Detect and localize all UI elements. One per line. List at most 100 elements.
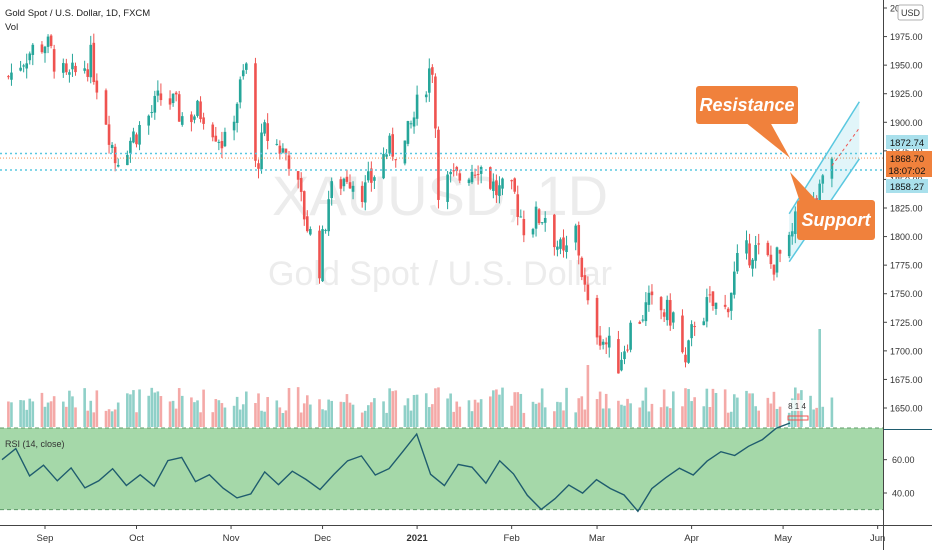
candle-body: [254, 63, 257, 161]
volume-bar: [647, 411, 651, 427]
rsi-line: [1, 422, 791, 513]
candle-body: [510, 180, 513, 182]
volume-bar: [455, 401, 459, 427]
candle-body: [580, 257, 584, 278]
candle-body: [360, 185, 364, 202]
price-tick-label: 1675.00: [890, 375, 923, 385]
volume-bar: [406, 398, 410, 427]
candle-body: [726, 308, 730, 313]
volume-bar: [260, 410, 263, 427]
candle-body: [531, 229, 535, 235]
candle-body: [409, 123, 413, 125]
volume-bar: [446, 398, 449, 427]
volume-bar: [302, 403, 306, 427]
candle-body: [171, 93, 175, 104]
candle-body: [367, 171, 370, 181]
candle-body: [412, 117, 416, 127]
volume-bar: [89, 400, 93, 427]
volume-bar: [254, 403, 257, 427]
volume-bar: [510, 405, 513, 427]
candle-body: [757, 243, 760, 245]
candle-body: [668, 300, 672, 326]
watermark-symbol: XAUUSD, 1D: [272, 164, 608, 227]
candle-body: [278, 145, 282, 154]
volume-bar: [522, 412, 526, 427]
volume-bar: [690, 401, 693, 427]
candle-body: [607, 335, 611, 348]
candle-body: [71, 62, 74, 70]
volume-bar: [180, 395, 184, 427]
volume-bar: [220, 403, 224, 427]
volume-bar: [708, 406, 712, 427]
candle-body: [559, 239, 562, 249]
volume-bar: [138, 389, 141, 427]
volume-bar: [92, 412, 96, 427]
candle-body: [681, 315, 684, 353]
candle-body: [7, 76, 10, 78]
volume-bar: [126, 393, 129, 427]
candle-body: [107, 124, 111, 145]
time-tick-label: Jun: [870, 533, 885, 544]
volume-bar: [553, 411, 556, 427]
candle-body: [794, 211, 797, 234]
volume-bar: [49, 401, 53, 427]
volume-bar: [607, 408, 611, 427]
candle-body: [745, 240, 748, 254]
candle-body: [492, 181, 495, 191]
volume-bar: [662, 389, 666, 427]
volume-bar: [723, 389, 727, 427]
volume-bar: [476, 402, 480, 427]
candle-body: [458, 173, 462, 181]
currency-badge[interactable]: USD: [897, 4, 924, 21]
volume-bar: [733, 394, 736, 427]
candle-body: [455, 167, 459, 171]
volume-bar: [190, 397, 193, 427]
candle-body: [403, 140, 407, 164]
volume-bar: [531, 401, 535, 427]
candle-body: [736, 253, 739, 272]
volume-bar: [168, 401, 172, 427]
candle-body: [629, 322, 632, 350]
volume-bar: [424, 393, 428, 427]
volume-bar: [382, 401, 385, 427]
candle-body: [68, 72, 71, 75]
volume-bar: [437, 387, 440, 427]
volume-bar: [473, 399, 477, 427]
volume-bar: [668, 408, 672, 427]
candle-body: [110, 144, 114, 148]
volume-bar: [367, 405, 370, 427]
candle-body: [830, 158, 834, 179]
volume-bar: [415, 394, 419, 427]
volume-bar: [238, 409, 242, 427]
candle-body: [40, 44, 44, 53]
volume-bar: [705, 388, 709, 427]
volume-bar: [434, 388, 437, 427]
candle-body: [553, 214, 556, 248]
candle-body: [83, 68, 86, 71]
candle-body: [644, 302, 648, 322]
candle-body: [89, 44, 93, 78]
volume-bar: [7, 401, 10, 427]
rsi-label: RSI (14, close): [5, 439, 65, 449]
candle-body: [751, 259, 754, 269]
volume-bar: [766, 397, 770, 427]
candle-body: [574, 225, 577, 243]
candle-body: [543, 217, 547, 223]
candle-body: [138, 125, 141, 145]
candle-body: [452, 170, 455, 172]
candle-body: [714, 302, 718, 309]
volume-bar: [751, 393, 754, 427]
candle-body: [113, 146, 117, 164]
resistance-price-value: 1872.74: [890, 138, 924, 149]
candle-body: [778, 250, 782, 254]
candle-body: [617, 339, 620, 374]
candle-body: [31, 44, 35, 55]
volume-bar: [693, 397, 696, 427]
candle-body: [235, 103, 239, 123]
candle-body: [540, 222, 544, 224]
volume-bar: [556, 401, 559, 427]
volume-bar: [617, 400, 620, 427]
volume-bar: [321, 409, 324, 427]
candle-body: [406, 121, 410, 144]
candle-body: [394, 159, 398, 161]
